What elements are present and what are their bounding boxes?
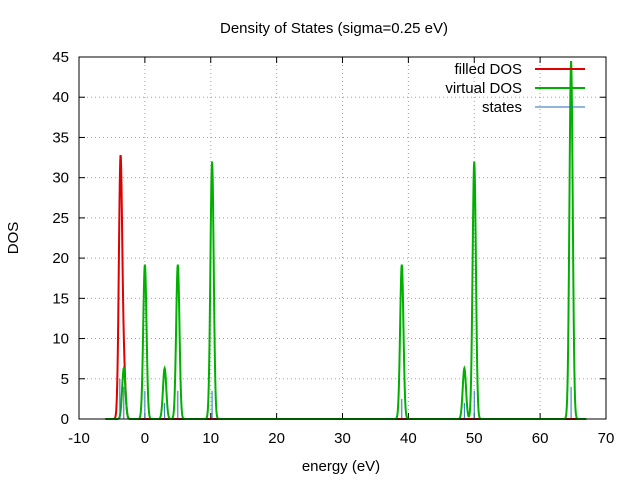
x-tick-label: 60 <box>532 430 549 447</box>
x-tick-label: 20 <box>268 430 285 447</box>
x-tick-label: 50 <box>466 430 483 447</box>
legend-label: states <box>482 99 522 116</box>
legend-label: virtual DOS <box>445 80 522 97</box>
x-tick-label: 40 <box>400 430 417 447</box>
y-axis-label: DOS <box>5 222 22 255</box>
y-tick-label: 40 <box>52 89 69 106</box>
x-tick-label: 70 <box>598 430 615 447</box>
y-tick-label: 20 <box>52 250 69 267</box>
y-tick-label: 5 <box>61 371 69 388</box>
y-tick-label: 10 <box>52 331 69 348</box>
y-tick-label: 25 <box>52 210 69 227</box>
axis-ticks: -10 0 10 20 30 40 50 60 70 0 5 10 15 20 25 30 35 40 45 <box>52 49 614 447</box>
y-tick-label: 0 <box>61 411 69 428</box>
y-tick-label: 45 <box>52 49 69 66</box>
legend: filled DOS virtual DOS states <box>445 61 585 116</box>
x-tick-label: 10 <box>202 430 219 447</box>
y-tick-label: 30 <box>52 170 69 187</box>
x-axis-label: energy (eV) <box>302 458 380 475</box>
y-tick-label: 35 <box>52 129 69 146</box>
grid-lines <box>79 57 606 419</box>
x-tick-label: 30 <box>334 430 351 447</box>
x-tick-label: 0 <box>141 430 149 447</box>
y-tick-label: 15 <box>52 290 69 307</box>
plot-frame <box>78 56 607 420</box>
x-tick-label: -10 <box>68 430 90 447</box>
chart-title: Density of States (sigma=0.25 eV) <box>220 20 448 37</box>
legend-label: filled DOS <box>454 61 522 78</box>
